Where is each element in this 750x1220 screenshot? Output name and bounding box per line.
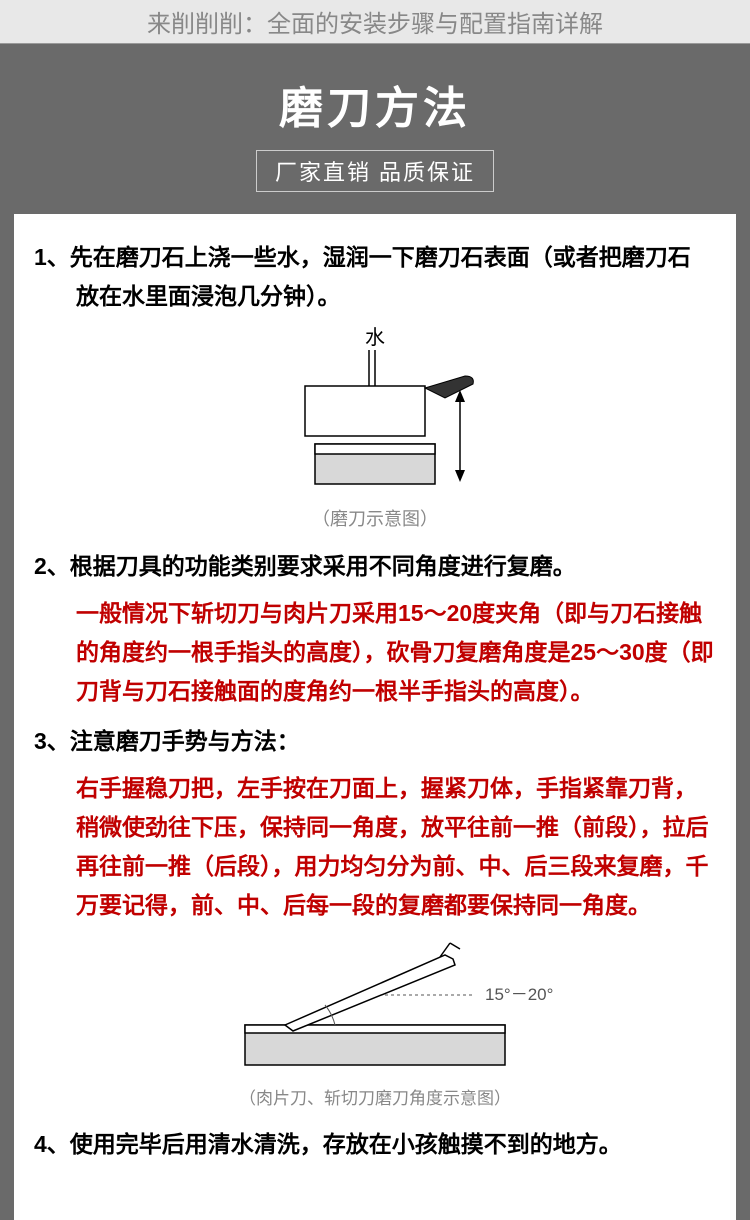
diagram-2: 15°－20° （肉片刀、斩切刀磨刀角度示意图）	[34, 935, 716, 1109]
step-3: 3、注意磨刀手势与方法：	[34, 722, 716, 761]
step-3-detail: 右手握稳刀把，左手按在刀面上，握紧刀体，手指紧靠刀背，稍微使劲往下压，保持同一角…	[34, 769, 716, 925]
diagram-1: 水 （磨刀示意图）	[34, 326, 716, 531]
step-3-label: 3、注意磨刀手势与方法：	[34, 728, 300, 754]
page-title: 磨刀方法	[0, 72, 750, 136]
step-1-line2: 放在水里面浸泡几分钟）。	[34, 277, 716, 316]
step-1-line1: 1、先在磨刀石上浇一些水，湿润一下磨刀石表面（或者把磨刀石	[34, 244, 691, 270]
angle-label: 15°－20°	[485, 985, 553, 1004]
header: 磨刀方法 厂家直销 品质保证	[0, 44, 750, 214]
step-2-label: 2、根据刀具的功能类别要求采用不同角度进行复磨。	[34, 553, 576, 579]
step-2: 2、根据刀具的功能类别要求采用不同角度进行复磨。	[34, 547, 716, 586]
knife-water-diagram: 水	[245, 326, 505, 496]
top-banner: 来削削削：全面的安装步骤与配置指南详解	[0, 0, 750, 44]
subtitle-box: 厂家直销 品质保证	[256, 150, 494, 192]
step-4: 4、使用完毕后用清水清洗，存放在小孩触摸不到的地方。	[34, 1125, 716, 1164]
content-panel: 1、先在磨刀石上浇一些水，湿润一下磨刀石表面（或者把磨刀石 放在水里面浸泡几分钟…	[14, 214, 736, 1220]
step-4-label: 4、使用完毕后用清水清洗，存放在小孩触摸不到的地方。	[34, 1131, 622, 1157]
knife-angle-diagram: 15°－20°	[185, 935, 565, 1075]
step-1: 1、先在磨刀石上浇一些水，湿润一下磨刀石表面（或者把磨刀石 放在水里面浸泡几分钟…	[34, 238, 716, 316]
diagram-1-caption: （磨刀示意图）	[34, 505, 716, 531]
step-2-detail: 一般情况下斩切刀与肉片刀采用15～20度夹角（即与刀石接触的角度约一根手指头的高…	[34, 594, 716, 711]
diagram-2-caption: （肉片刀、斩切刀磨刀角度示意图）	[34, 1084, 716, 1109]
water-label: 水	[365, 326, 385, 349]
